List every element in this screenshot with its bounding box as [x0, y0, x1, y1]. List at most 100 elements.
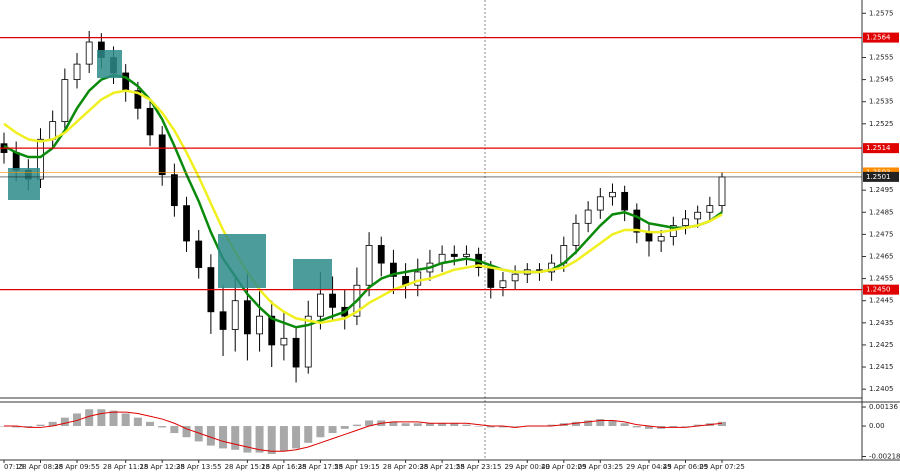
x-tick-label: 29 Apr 04:45	[626, 463, 672, 471]
candle-body	[304, 315, 312, 368]
x-tick-label: 28 Apr 20:35	[383, 463, 429, 471]
candle-body	[73, 63, 81, 81]
y-tick-label: 1.2535	[869, 98, 894, 106]
x-tick-label: 29 Apr 02:05	[541, 463, 587, 471]
signal-zones	[8, 50, 332, 289]
histogram-bar	[547, 424, 556, 427]
candle-body	[256, 315, 263, 335]
candle-body	[414, 271, 422, 286]
histogram-bar	[36, 424, 45, 427]
candle-body	[584, 209, 592, 224]
histogram-bar	[401, 423, 410, 427]
price-tag	[863, 171, 899, 182]
histogram-bar	[170, 426, 179, 434]
candle-body	[463, 253, 470, 257]
candle-body	[390, 262, 397, 277]
histogram-bar	[48, 421, 57, 427]
histogram-bar	[24, 426, 33, 428]
histogram-bar	[571, 421, 580, 427]
candle-body	[329, 293, 336, 308]
level-tag	[863, 143, 899, 154]
histogram-bar	[12, 426, 21, 428]
zone-box	[97, 50, 122, 78]
histogram-bar	[718, 421, 726, 427]
x-tick-label: 28 Apr 13:55	[176, 463, 222, 471]
candle-body	[487, 267, 495, 288]
histogram-bar	[60, 417, 69, 427]
histogram-bar	[498, 426, 507, 428]
histogram-bar	[304, 426, 313, 443]
y-tick-label: 1.2445	[869, 297, 894, 305]
candle-body	[122, 72, 130, 92]
histogram-bar	[413, 423, 422, 427]
x-tick-label: 29 Apr 00:40	[504, 463, 550, 471]
histogram-bar	[182, 426, 191, 438]
candle-body	[511, 273, 519, 282]
candle-body	[195, 240, 203, 268]
candle-body	[146, 107, 154, 136]
histogram-bar	[231, 426, 240, 450]
candle-body	[61, 79, 69, 123]
candle-body	[170, 174, 178, 207]
y-tick-label: -0.00218	[869, 453, 900, 461]
histogram-bar	[73, 413, 82, 427]
histogram-bar	[438, 423, 447, 427]
histogram-bar	[365, 420, 374, 427]
y-tick-label: 1.2525	[869, 120, 894, 128]
candle-body	[243, 300, 251, 335]
histogram-bar	[486, 426, 495, 428]
x-tick-label: 28 Apr 09:55	[54, 463, 100, 471]
histogram-bar	[596, 419, 605, 427]
histogram-bar	[669, 426, 678, 428]
price-label: 1.2501	[866, 173, 891, 181]
x-tick-label: 28 Apr 16:35	[261, 463, 307, 471]
candle-body	[134, 90, 142, 109]
histogram-bar	[681, 426, 690, 427]
candle-body	[12, 152, 20, 171]
candle-body	[37, 138, 44, 180]
histogram-bar	[121, 413, 130, 427]
zone-box	[8, 168, 40, 200]
candle-body	[365, 245, 373, 286]
histogram-bar	[425, 423, 434, 427]
histogram-bar	[85, 409, 94, 427]
histogram-bar	[644, 426, 653, 429]
candle-body	[158, 134, 166, 176]
y-tick-label: 1.2555	[869, 53, 894, 61]
candle-body	[49, 121, 57, 140]
histogram-bar	[219, 426, 228, 449]
candle-body	[682, 218, 689, 226]
y-tick-label: 1.2435	[869, 319, 894, 327]
candle-body	[657, 236, 665, 242]
candle-body	[572, 222, 580, 246]
y-tick-label: 1.2545	[869, 76, 894, 84]
histogram-bar	[279, 426, 288, 452]
candle-body	[450, 253, 458, 257]
histogram-bar	[389, 421, 398, 427]
histogram-bar	[352, 424, 361, 427]
x-tick-label: 07:15	[4, 463, 24, 471]
histogram-bar	[97, 409, 106, 427]
level-label: 1.2514	[866, 144, 891, 152]
zone-box	[218, 234, 266, 288]
histogram-bar	[316, 426, 325, 438]
histogram-bar	[632, 426, 641, 428]
y-tick-label: 1.2575	[869, 9, 894, 17]
y-tick-label: 1.2405	[869, 385, 894, 393]
histogram-bar	[158, 426, 167, 428]
y-tick-label: 1.2495	[869, 186, 894, 194]
x-tick-label: 29 Apr 03:25	[577, 463, 623, 471]
histogram-bar	[146, 421, 155, 427]
x-tick-label: 28 Apr 21:55	[419, 463, 465, 471]
signal-line	[4, 411, 723, 452]
y-tick-label: 0.00136	[869, 403, 898, 411]
histogram-bar	[450, 423, 459, 427]
histogram-bar	[243, 426, 252, 453]
candle-body	[633, 209, 641, 233]
level-label: 1.2564	[866, 34, 891, 42]
candle-body	[694, 211, 702, 220]
candle-body	[596, 196, 604, 211]
histogram-bar	[693, 424, 702, 427]
